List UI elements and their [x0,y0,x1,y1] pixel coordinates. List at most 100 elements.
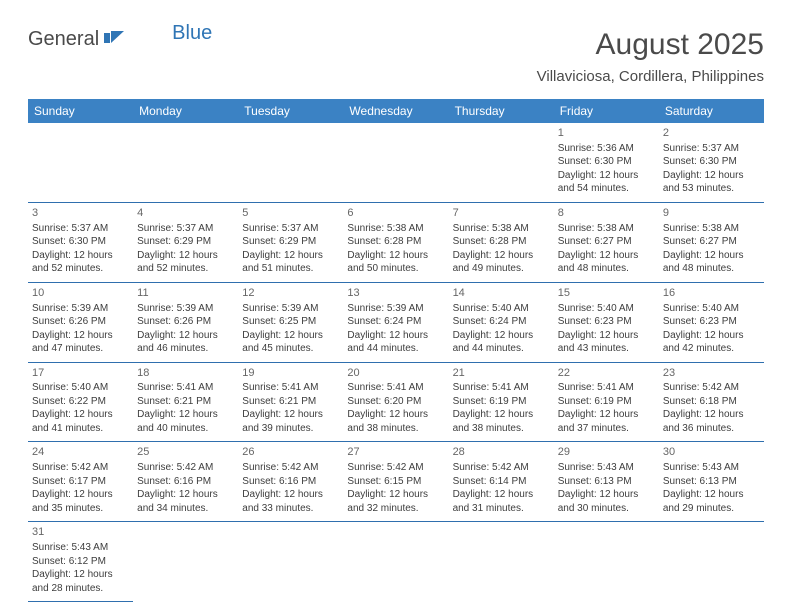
sunset-line: Sunset: 6:21 PM [242,395,339,409]
calendar-cell: 22Sunrise: 5:41 AMSunset: 6:19 PMDayligh… [554,362,659,442]
sunset-line: Sunset: 6:16 PM [242,475,339,489]
sunset-line: Sunset: 6:22 PM [32,395,129,409]
sunset-line: Sunset: 6:21 PM [137,395,234,409]
daylight-line: Daylight: 12 hours and 47 minutes. [32,329,129,356]
sunset-line: Sunset: 6:23 PM [558,315,655,329]
sunrise-line: Sunrise: 5:41 AM [347,381,444,395]
sunrise-line: Sunrise: 5:39 AM [347,302,444,316]
sunset-line: Sunset: 6:27 PM [558,235,655,249]
day-number: 22 [558,366,655,381]
calendar-cell: 23Sunrise: 5:42 AMSunset: 6:18 PMDayligh… [659,362,764,442]
day-number: 1 [558,126,655,141]
sunrise-line: Sunrise: 5:40 AM [453,302,550,316]
weekday-header: Monday [133,99,238,123]
daylight-line: Daylight: 12 hours and 48 minutes. [558,249,655,276]
daylight-line: Daylight: 12 hours and 42 minutes. [663,329,760,356]
weekday-header: Friday [554,99,659,123]
daylight-line: Daylight: 12 hours and 45 minutes. [242,329,339,356]
daylight-line: Daylight: 12 hours and 38 minutes. [453,408,550,435]
sunset-line: Sunset: 6:15 PM [347,475,444,489]
calendar-cell: 10Sunrise: 5:39 AMSunset: 6:26 PMDayligh… [28,282,133,362]
day-number: 23 [663,366,760,381]
calendar-cell: 11Sunrise: 5:39 AMSunset: 6:26 PMDayligh… [133,282,238,362]
sunset-line: Sunset: 6:18 PM [663,395,760,409]
calendar-cell: 20Sunrise: 5:41 AMSunset: 6:20 PMDayligh… [343,362,448,442]
sunset-line: Sunset: 6:24 PM [453,315,550,329]
daylight-line: Daylight: 12 hours and 39 minutes. [242,408,339,435]
daylight-line: Daylight: 12 hours and 29 minutes. [663,488,760,515]
sunrise-line: Sunrise: 5:42 AM [453,461,550,475]
sunset-line: Sunset: 6:23 PM [663,315,760,329]
daylight-line: Daylight: 12 hours and 33 minutes. [242,488,339,515]
sunrise-line: Sunrise: 5:39 AM [32,302,129,316]
day-number: 21 [453,366,550,381]
day-number: 27 [347,445,444,460]
day-number: 7 [453,206,550,221]
calendar-cell: 4Sunrise: 5:37 AMSunset: 6:29 PMDaylight… [133,202,238,282]
sunrise-line: Sunrise: 5:38 AM [453,222,550,236]
sunset-line: Sunset: 6:30 PM [663,155,760,169]
sunrise-line: Sunrise: 5:38 AM [558,222,655,236]
day-number: 17 [32,366,129,381]
calendar-row: 24Sunrise: 5:42 AMSunset: 6:17 PMDayligh… [28,442,764,522]
sunrise-line: Sunrise: 5:36 AM [558,142,655,156]
sunset-line: Sunset: 6:14 PM [453,475,550,489]
sunrise-line: Sunrise: 5:41 AM [453,381,550,395]
daylight-line: Daylight: 12 hours and 30 minutes. [558,488,655,515]
day-number: 15 [558,286,655,301]
sunset-line: Sunset: 6:13 PM [663,475,760,489]
sunset-line: Sunset: 6:24 PM [347,315,444,329]
logo-text-1: General [28,28,99,51]
calendar-cell: 25Sunrise: 5:42 AMSunset: 6:16 PMDayligh… [133,442,238,522]
daylight-line: Daylight: 12 hours and 32 minutes. [347,488,444,515]
sunset-line: Sunset: 6:19 PM [453,395,550,409]
daylight-line: Daylight: 12 hours and 34 minutes. [137,488,234,515]
day-number: 2 [663,126,760,141]
calendar-cell: 2Sunrise: 5:37 AMSunset: 6:30 PMDaylight… [659,123,764,202]
sunrise-line: Sunrise: 5:37 AM [137,222,234,236]
daylight-line: Daylight: 12 hours and 37 minutes. [558,408,655,435]
day-number: 6 [347,206,444,221]
day-number: 18 [137,366,234,381]
sunrise-line: Sunrise: 5:42 AM [137,461,234,475]
sunrise-line: Sunrise: 5:42 AM [347,461,444,475]
day-number: 10 [32,286,129,301]
day-number: 16 [663,286,760,301]
calendar-cell: 19Sunrise: 5:41 AMSunset: 6:21 PMDayligh… [238,362,343,442]
header: General Blue August 2025 Villaviciosa, C… [28,28,764,85]
day-number: 11 [137,286,234,301]
sunrise-line: Sunrise: 5:43 AM [558,461,655,475]
day-number: 5 [242,206,339,221]
daylight-line: Daylight: 12 hours and 43 minutes. [558,329,655,356]
sunset-line: Sunset: 6:13 PM [558,475,655,489]
day-number: 9 [663,206,760,221]
calendar-cell: 13Sunrise: 5:39 AMSunset: 6:24 PMDayligh… [343,282,448,362]
day-number: 20 [347,366,444,381]
day-number: 19 [242,366,339,381]
sunset-line: Sunset: 6:20 PM [347,395,444,409]
sunset-line: Sunset: 6:29 PM [137,235,234,249]
daylight-line: Daylight: 12 hours and 36 minutes. [663,408,760,435]
day-number: 4 [137,206,234,221]
logo: General Blue [28,28,212,51]
day-number: 3 [32,206,129,221]
page-title: August 2025 [537,28,764,62]
calendar-cell: 15Sunrise: 5:40 AMSunset: 6:23 PMDayligh… [554,282,659,362]
day-number: 25 [137,445,234,460]
calendar-cell [133,123,238,202]
calendar-cell [343,522,448,602]
calendar-cell: 3Sunrise: 5:37 AMSunset: 6:30 PMDaylight… [28,202,133,282]
sunset-line: Sunset: 6:12 PM [32,555,129,569]
calendar-cell [449,522,554,602]
day-number: 12 [242,286,339,301]
day-number: 8 [558,206,655,221]
day-number: 28 [453,445,550,460]
calendar-cell: 29Sunrise: 5:43 AMSunset: 6:13 PMDayligh… [554,442,659,522]
daylight-line: Daylight: 12 hours and 31 minutes. [453,488,550,515]
daylight-line: Daylight: 12 hours and 52 minutes. [32,249,129,276]
sunset-line: Sunset: 6:30 PM [558,155,655,169]
day-number: 14 [453,286,550,301]
calendar-cell: 8Sunrise: 5:38 AMSunset: 6:27 PMDaylight… [554,202,659,282]
calendar-body: 1Sunrise: 5:36 AMSunset: 6:30 PMDaylight… [28,123,764,602]
sunrise-line: Sunrise: 5:43 AM [32,541,129,555]
